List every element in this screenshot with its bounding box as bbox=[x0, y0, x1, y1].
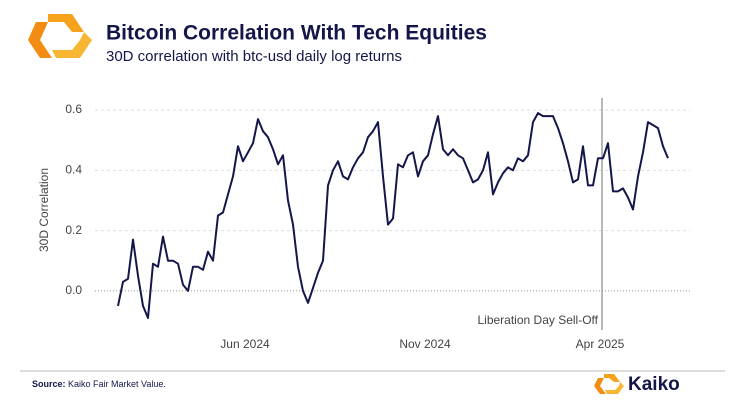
chart-title: Bitcoin Correlation With Tech Equities bbox=[106, 22, 487, 45]
source: Source: Kaiko Fair Market Value. bbox=[32, 379, 166, 389]
x-tick-label: Apr 2025 bbox=[576, 337, 625, 351]
chart-subtitle: 30D correlation with btc-usd daily log r… bbox=[106, 48, 402, 65]
series-line bbox=[117, 112, 669, 319]
brand-name: Kaiko bbox=[628, 374, 680, 395]
brand-logo bbox=[594, 374, 624, 394]
y-tick-label: 0.2 bbox=[65, 223, 82, 237]
y-tick-label: 0.0 bbox=[65, 283, 82, 297]
y-tick-label: 0.6 bbox=[65, 102, 82, 116]
logo bbox=[28, 14, 92, 58]
source-label: Source: bbox=[32, 379, 66, 389]
y-axis-label: 30D Correlation bbox=[37, 168, 51, 252]
x-tick-label: Jun 2024 bbox=[220, 337, 270, 351]
source-text: Kaiko Fair Market Value. bbox=[68, 379, 166, 389]
y-tick-label: 0.4 bbox=[65, 163, 82, 177]
x-tick-label: Nov 2024 bbox=[399, 337, 451, 351]
event-label: Liberation Day Sell-Off bbox=[477, 313, 598, 327]
